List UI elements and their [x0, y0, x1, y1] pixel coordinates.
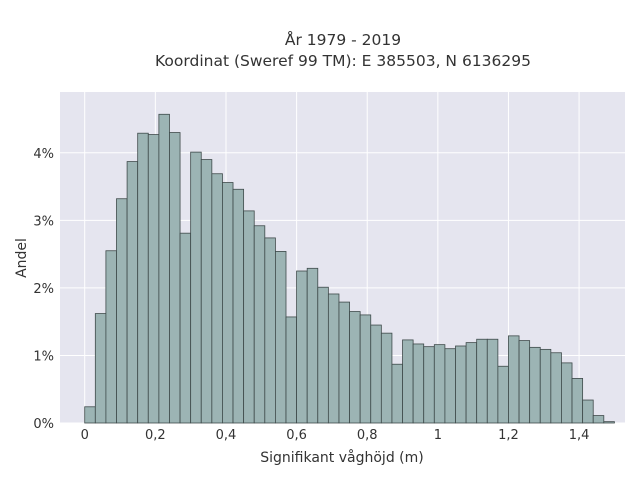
- y-tick-label: 1%: [33, 349, 54, 364]
- x-tick-label: 1,2: [498, 428, 519, 443]
- histogram-bar: [190, 151, 202, 424]
- histogram-bar: [200, 159, 213, 424]
- histogram-bar: [433, 344, 446, 424]
- histogram-bar: [370, 324, 382, 424]
- x-tick-label: 0: [81, 428, 89, 443]
- x-axis-label: Signifikant våghöjd (m): [260, 449, 423, 466]
- histogram-bar: [285, 316, 297, 424]
- chart-title-line1: År 1979 - 2019: [285, 30, 401, 49]
- y-tick-label: 2%: [33, 282, 54, 297]
- y-tick-label: 4%: [33, 147, 54, 162]
- histogram-bar: [412, 343, 425, 424]
- histogram-bar: [317, 286, 329, 424]
- histogram-bar: [179, 232, 192, 424]
- histogram-bar: [444, 348, 456, 424]
- histogram-bar: [508, 335, 520, 424]
- histogram-bar: [338, 301, 350, 424]
- histogram-bar: [423, 346, 435, 424]
- histogram-bar: [497, 365, 509, 424]
- x-tick-label: 0,4: [216, 428, 237, 443]
- histogram-bar: [391, 363, 403, 424]
- histogram-bars: [84, 113, 615, 424]
- histogram-bar: [211, 173, 223, 424]
- histogram-bar: [243, 210, 255, 424]
- x-tick-label: 0,6: [286, 428, 307, 443]
- histogram-bar: [306, 267, 319, 424]
- histogram-bar: [296, 270, 308, 424]
- histogram-bar: [253, 225, 266, 424]
- histogram-bar: [222, 182, 234, 424]
- histogram-bar: [275, 251, 287, 424]
- histogram-bar: [327, 293, 340, 424]
- histogram-bar: [232, 188, 245, 424]
- histogram-bar: [561, 362, 573, 424]
- histogram-bar: [476, 338, 488, 424]
- histogram-bar: [550, 352, 562, 424]
- histogram-bar: [529, 346, 541, 424]
- x-tick-label: 1,4: [569, 428, 590, 443]
- histogram-bar: [84, 406, 96, 424]
- histogram-bar: [571, 378, 584, 424]
- x-tick-label: 1: [434, 428, 442, 443]
- histogram-bar: [359, 314, 372, 424]
- y-axis-label: Andel: [14, 238, 30, 278]
- x-tick-labels: 0 0,2 0,4 0,6 0,8 1 1,2 1,4: [81, 428, 590, 443]
- histogram-bar: [349, 311, 361, 424]
- histogram-bar: [402, 339, 414, 424]
- histogram-bar: [465, 342, 478, 424]
- histogram-bar: [539, 348, 552, 424]
- histogram-bar: [264, 237, 276, 424]
- histogram-bar: [603, 421, 615, 424]
- y-tick-labels: 0% 1% 2% 3% 4%: [33, 147, 54, 432]
- histogram-bar: [158, 113, 170, 424]
- histogram-bar: [380, 332, 393, 424]
- histogram-bar: [518, 340, 531, 424]
- histogram-bar: [137, 132, 149, 424]
- histogram-bar: [486, 338, 499, 424]
- y-tick-label: 0%: [33, 417, 54, 432]
- histogram-bar: [105, 250, 117, 424]
- histogram-bar: [592, 415, 605, 424]
- histogram-bar: [455, 345, 467, 424]
- histogram-bar: [147, 134, 160, 424]
- histogram-bar: [94, 313, 107, 424]
- histogram-bar: [126, 161, 139, 424]
- histogram-bar: [169, 132, 181, 424]
- chart-title-line2: Koordinat (Sweref 99 TM): E 385503, N 61…: [155, 52, 531, 70]
- histogram-bar: [582, 399, 594, 424]
- x-tick-label: 0,8: [357, 428, 378, 443]
- histogram-bar: [116, 198, 128, 424]
- x-tick-label: 0,2: [145, 428, 166, 443]
- y-tick-label: 3%: [33, 214, 54, 229]
